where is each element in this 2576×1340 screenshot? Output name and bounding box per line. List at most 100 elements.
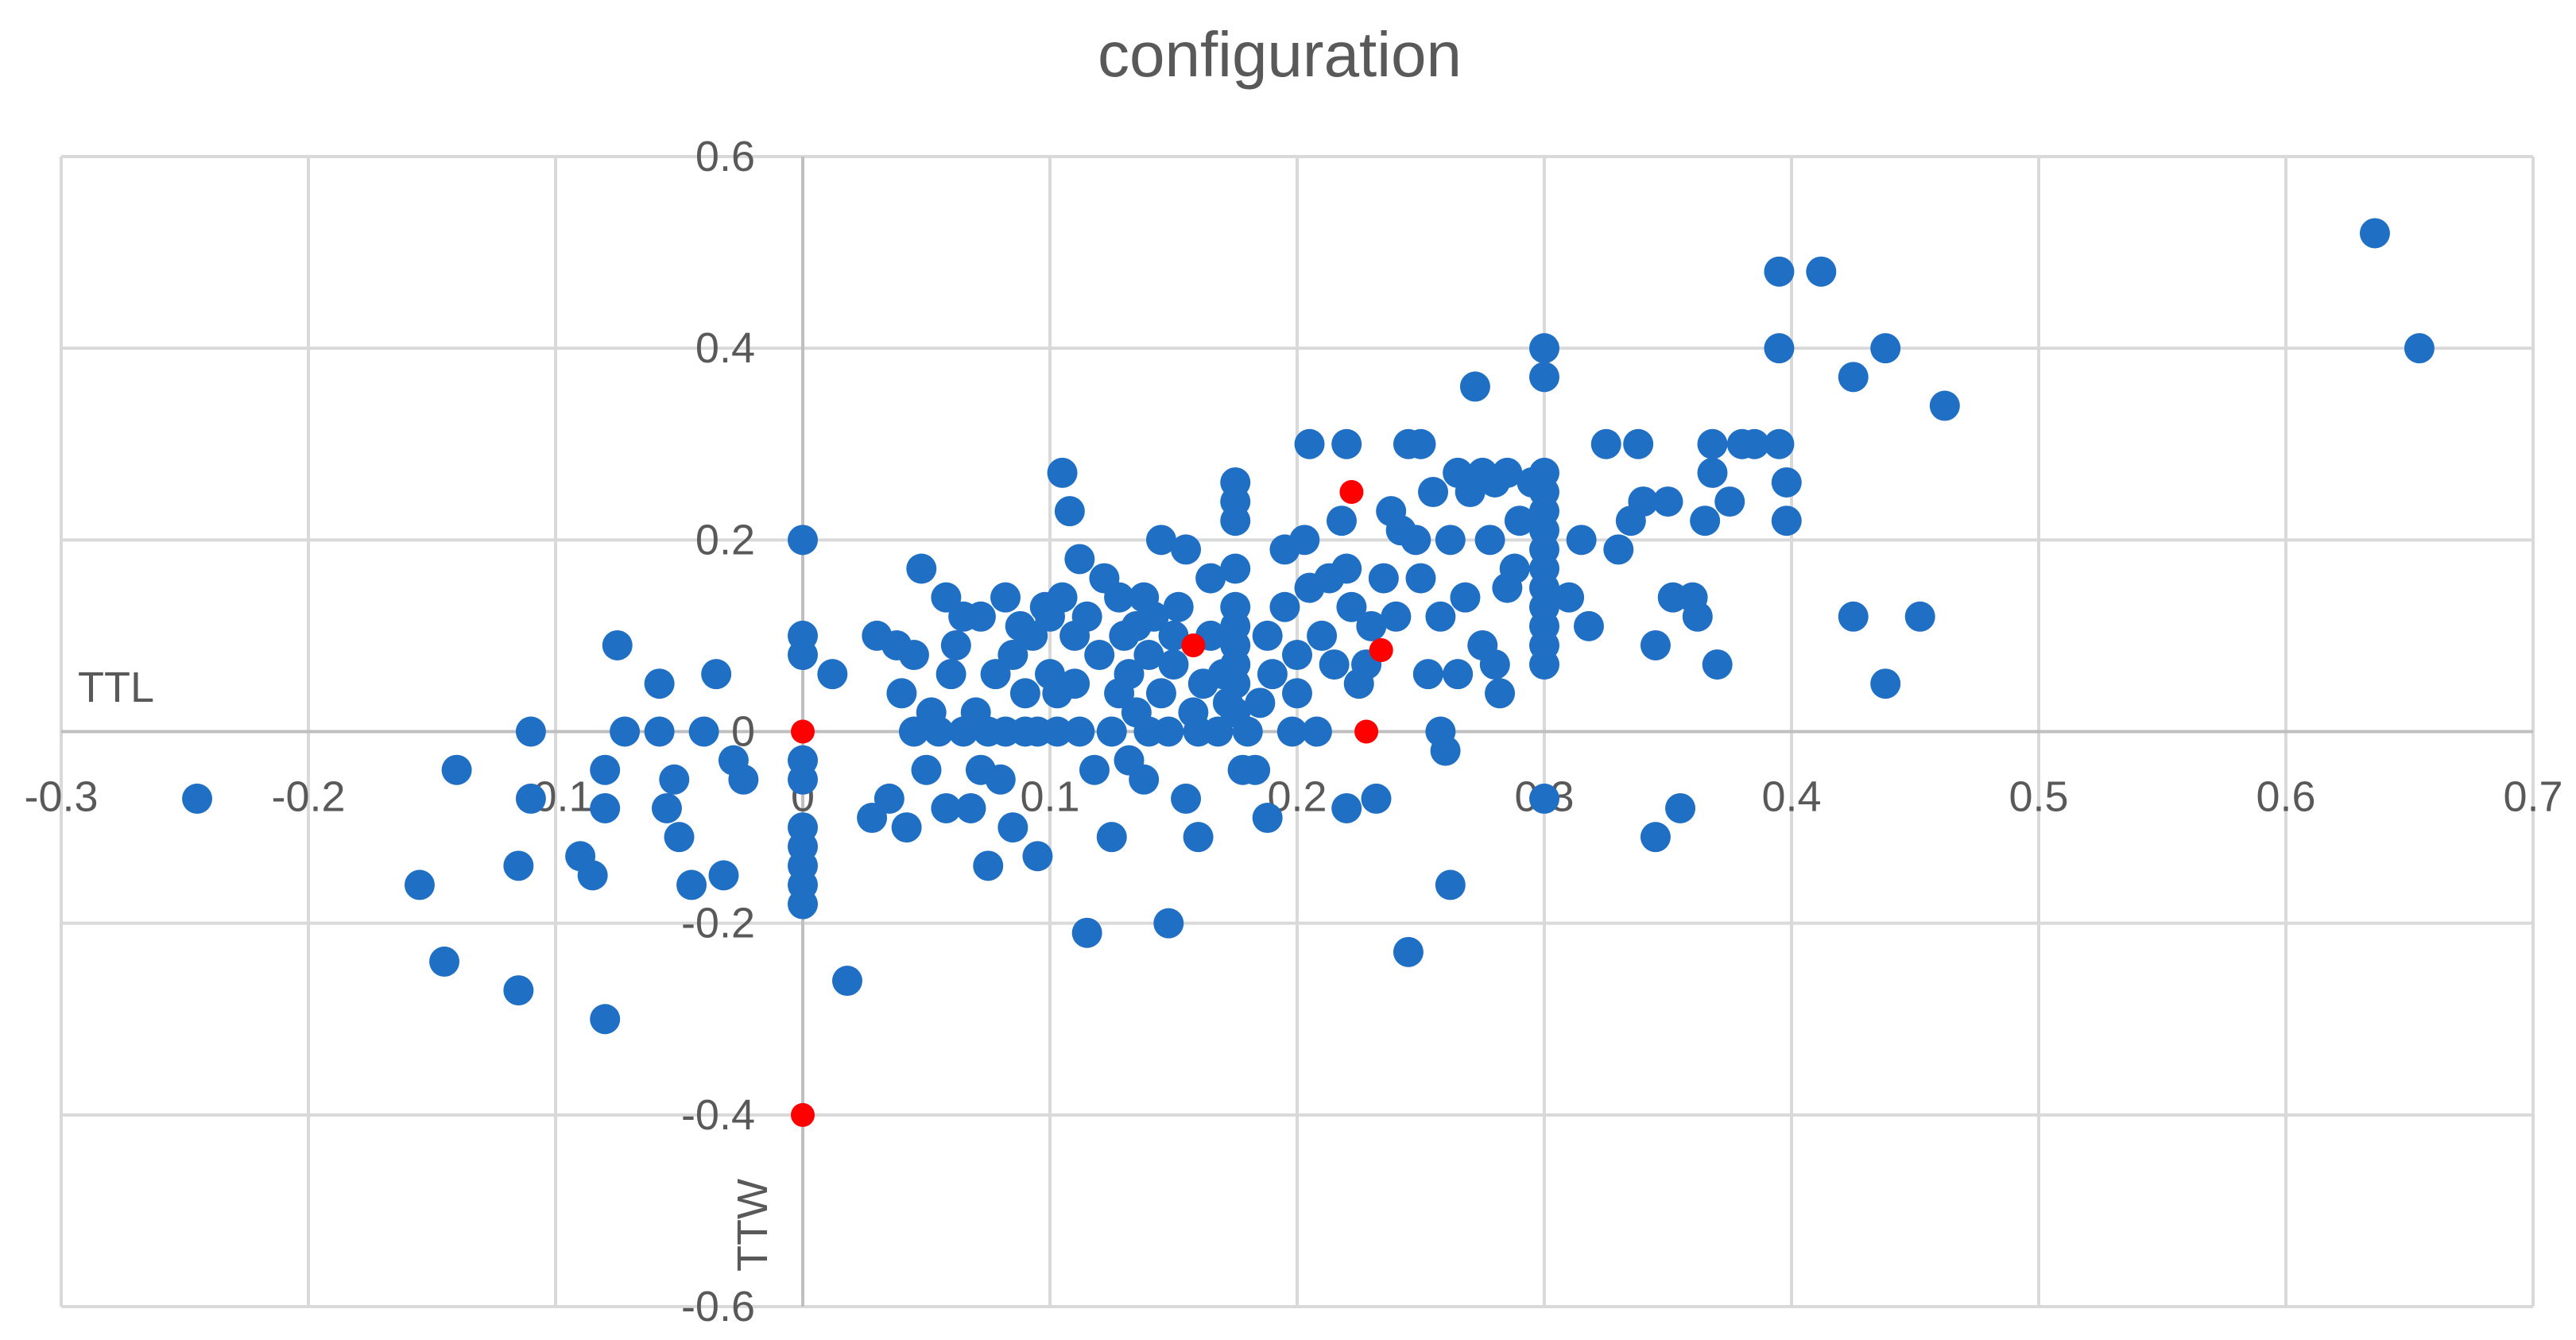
y-tick-label: -0.4 [681,1091,755,1139]
data-point [1640,822,1671,853]
data-point [664,822,695,853]
data-point [1566,525,1597,556]
x-tick-label: 0.6 [2256,773,2315,821]
data-point [886,678,917,709]
data-point [590,754,621,785]
data-point [515,783,546,814]
data-point [688,716,719,747]
data-point [1181,633,1206,657]
data-point [1022,841,1053,872]
data-point [1665,792,1696,823]
data-point [1529,649,1559,680]
data-point [1042,716,1073,747]
data-point [1282,678,1312,709]
data-point [791,719,815,744]
data-point [1133,640,1164,671]
data-point [1904,601,1935,632]
data-point [1838,362,1869,393]
data-point [788,640,818,671]
data-point [1009,678,1040,709]
data-point [1138,601,1169,632]
data-point [503,850,534,881]
data-point [788,745,818,776]
data-point [1529,783,1559,814]
data-point [1294,428,1325,459]
data-point [931,582,962,613]
data-point [1301,716,1332,747]
y-tick-label: 0.6 [695,133,755,180]
data-point [1640,629,1671,660]
y-tick-label: -0.6 [681,1283,755,1330]
data-point [1368,563,1399,594]
data-point [1435,869,1466,900]
data-point [1059,668,1090,699]
data-point [1435,525,1466,556]
data-point [1153,716,1184,747]
data-point [1145,678,1176,709]
data-point [985,764,1016,795]
data-point [1369,638,1393,663]
data-point [1339,480,1364,505]
data-point [1104,582,1135,613]
data-point [1064,716,1095,747]
data-point [1405,428,1436,459]
data-point [1096,822,1127,853]
data-point [1017,620,1048,651]
data-point [1319,649,1350,680]
data-point [1529,333,1559,364]
data-point [1418,477,1449,508]
data-point [701,659,732,690]
data-point [1870,333,1901,364]
data-point [1443,659,1474,690]
data-point [1529,362,1559,393]
data-point [590,1004,621,1035]
data-point [590,792,621,823]
data-point [891,812,922,843]
data-point [1425,601,1456,632]
data-point [1071,601,1102,632]
data-point [1336,591,1367,622]
data-point [1739,428,1770,459]
data-point [1331,428,1362,459]
data-point [2404,333,2435,364]
data-point [1806,256,1837,287]
data-point [1492,457,1523,488]
data-point [1764,333,1795,364]
data-point [515,716,546,747]
data-point [911,754,942,785]
data-point [1071,917,1102,948]
data-point [728,764,759,795]
data-point [644,716,675,747]
data-point [1252,803,1283,834]
data-point [1354,719,1379,744]
data-point [1554,582,1585,613]
data-point [1096,716,1127,747]
x-tick-label: -0.3 [24,773,98,821]
data-point [602,629,633,660]
data-point [1764,256,1795,287]
data-point [1771,467,1802,498]
data-point [857,803,888,834]
data-point [676,869,707,900]
data-point [1307,620,1338,651]
data-point [997,640,1028,671]
data-point [1499,553,1530,584]
data-point [1183,822,1214,853]
data-point [1697,428,1728,459]
data-point [831,966,862,997]
data-point [874,783,905,814]
x-tick-label: 0.5 [2009,773,2068,821]
data-point [973,850,1004,881]
data-point [1682,601,1713,632]
data-point [1356,610,1387,641]
data-point [182,783,213,814]
data-point [503,975,534,1006]
data-point [1047,457,1078,488]
data-point [1220,668,1251,699]
y-tick-label: -0.2 [681,900,755,947]
data-point [1485,678,1516,709]
data-point [610,716,641,747]
data-point [1195,563,1226,594]
data-point [980,659,1011,690]
